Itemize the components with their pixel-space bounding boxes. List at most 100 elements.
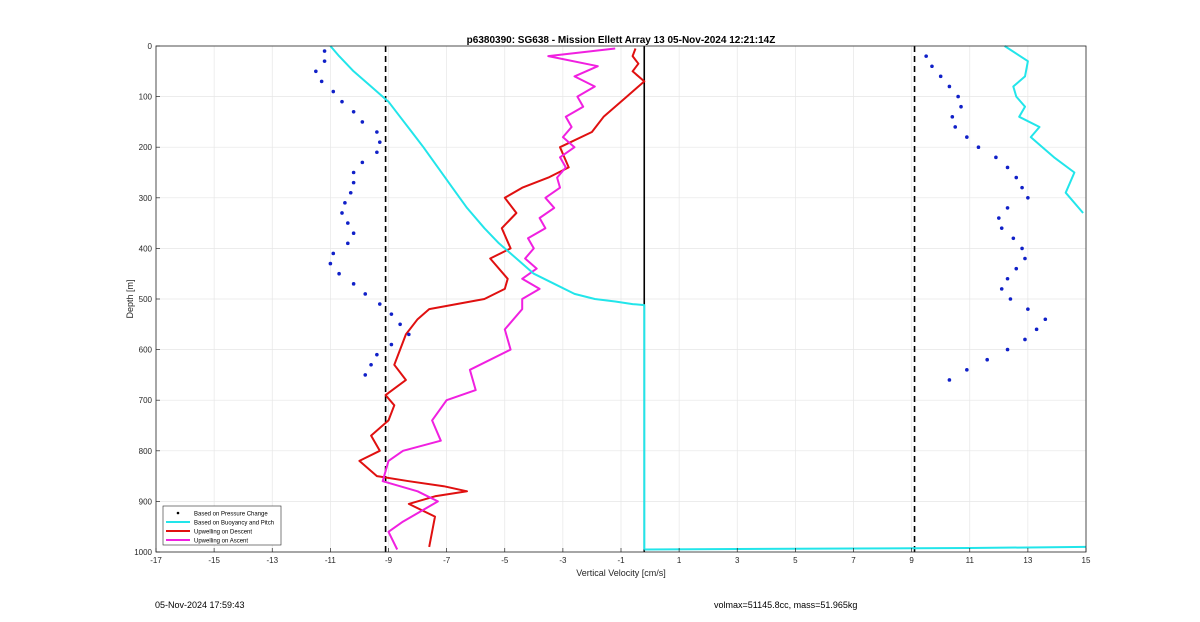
pressure-change-point <box>351 170 356 175</box>
legend-marker <box>176 511 180 515</box>
pressure-change-point <box>377 140 382 144</box>
y-tick-label: 700 <box>139 396 153 405</box>
pressure-change-point <box>1026 307 1030 311</box>
pressure-change-point <box>314 69 318 74</box>
series-line-descent <box>358 48 646 548</box>
pressure-change-point <box>1034 327 1039 332</box>
pressure-change-point <box>331 89 336 94</box>
pressure-change-point <box>351 109 356 114</box>
pressure-change-point <box>375 130 379 134</box>
pressure-change-point <box>959 104 963 109</box>
series-line-ascent <box>381 47 616 550</box>
pressure-change-point <box>348 190 353 195</box>
pressure-change-point <box>331 251 336 256</box>
pressure-change-point <box>965 368 969 372</box>
pressure-change-point <box>375 352 379 357</box>
legend-label: Upwelling on Ascent <box>194 539 248 545</box>
pressure-change-point <box>398 322 402 327</box>
pressure-change-point <box>1011 236 1016 241</box>
pressure-change-point <box>363 373 368 377</box>
pressure-change-point <box>377 302 382 306</box>
pressure-change-point <box>351 282 356 286</box>
pressure-change-point <box>343 201 347 205</box>
pressure-change-point <box>1005 165 1010 170</box>
y-tick-label: 500 <box>139 295 153 304</box>
pressure-change-point <box>965 135 969 139</box>
pressure-change-point <box>375 150 379 155</box>
pressure-change-point <box>976 145 981 149</box>
pressure-change-point <box>346 221 350 225</box>
x-tick-label: -3 <box>559 556 567 565</box>
x-tick-label: -1 <box>617 556 625 565</box>
pressure-change-point <box>997 216 1001 220</box>
pressure-change-point <box>1020 185 1024 190</box>
x-tick-label: -7 <box>443 556 451 565</box>
y-tick-label: 400 <box>139 244 153 253</box>
pressure-change-point <box>994 155 998 160</box>
pressure-change-point <box>340 211 344 215</box>
y-tick-label: 800 <box>139 447 153 456</box>
y-tick-label: 200 <box>139 143 153 152</box>
x-tick-label: 11 <box>966 556 975 565</box>
series-line-buoyancy <box>329 45 646 550</box>
pressure-change-point <box>999 287 1004 291</box>
pressure-change-point <box>340 99 344 104</box>
pressure-change-point <box>360 120 365 124</box>
series-group <box>314 45 1087 551</box>
x-tick-label: 3 <box>735 556 740 565</box>
x-tick-label: -11 <box>325 556 337 565</box>
pressure-change-point <box>407 332 411 337</box>
pressure-change-point <box>389 312 394 316</box>
y-tick-label: 600 <box>139 346 153 355</box>
y-axis-label: Depth [m] <box>125 279 135 318</box>
footer-volmax-mass: volmax=51145.8cc, mass=51.965kg <box>714 600 858 610</box>
pressure-change-point <box>351 231 356 236</box>
pressure-change-point <box>924 54 928 58</box>
pressure-change-point <box>328 261 333 266</box>
x-tick-label: 13 <box>1023 556 1032 565</box>
pressure-change-point <box>1023 337 1027 342</box>
ticks: -17 -15 -13 -11 -9 -7 -5 -3 -1 1 3 5 7 9 11 13 150100200… <box>134 42 1091 565</box>
pressure-change-point <box>1014 266 1019 271</box>
x-tick-label: 15 <box>1082 556 1091 565</box>
x-tick-label: 9 <box>909 556 914 565</box>
x-tick-label: -17 <box>150 556 162 565</box>
pressure-change-point <box>322 49 327 53</box>
legend-label: Based on Pressure Change <box>194 512 268 518</box>
pressure-change-point <box>953 125 958 129</box>
y-tick-label: 900 <box>139 497 153 506</box>
pressure-change-point <box>1005 206 1010 210</box>
footer-timestamp: 05-Nov-2024 17:59:43 <box>155 600 245 610</box>
pressure-change-point <box>351 180 356 185</box>
pressure-change-point <box>369 362 373 367</box>
pressure-change-point <box>956 94 960 99</box>
x-tick-label: -15 <box>208 556 220 565</box>
pressure-change-point <box>389 342 394 347</box>
legend: Based on Pressure Change Based on Buoyanc… <box>162 505 282 546</box>
pressure-change-point <box>1014 175 1019 180</box>
pressure-change-point <box>360 160 365 165</box>
x-tick-label: 1 <box>677 556 682 565</box>
pressure-change-point <box>985 357 989 362</box>
x-tick-label: 7 <box>851 556 856 565</box>
pressure-change-point <box>999 226 1004 230</box>
y-tick-label: 0 <box>148 42 153 51</box>
legend-label: Upwelling on Descent <box>194 530 252 536</box>
x-tick-label: 5 <box>793 556 798 565</box>
pressure-change-point <box>930 64 934 69</box>
pressure-change-point <box>337 271 341 276</box>
pressure-change-point <box>1023 256 1027 261</box>
x-tick-label: -13 <box>266 556 278 565</box>
pressure-change-point <box>319 79 324 84</box>
x-axis-label: Vertical Velocity [cm/s] <box>576 568 666 578</box>
x-tick-label: -5 <box>501 556 509 565</box>
legend-label: Based on Buoyancy and Pitch <box>194 521 274 527</box>
pressure-change-point <box>1005 347 1010 352</box>
pressure-change-point <box>363 292 368 296</box>
pressure-change-point <box>1026 196 1030 200</box>
pressure-change-point <box>1043 317 1048 322</box>
y-tick-label: 300 <box>139 194 153 203</box>
y-tick-label: 100 <box>139 93 153 102</box>
series-line-buoyancy <box>1004 45 1084 214</box>
